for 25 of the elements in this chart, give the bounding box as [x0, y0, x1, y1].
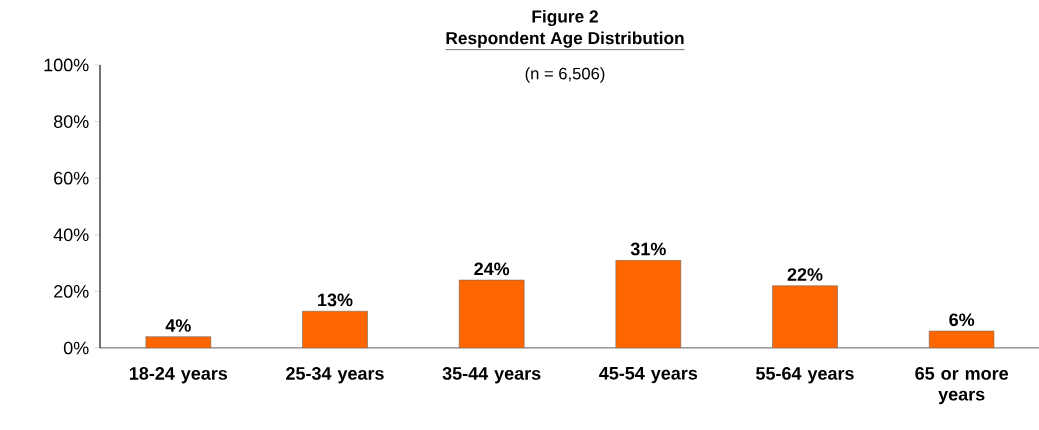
y-tick-label: 20% [54, 285, 89, 298]
data-label: 24% [474, 262, 510, 276]
annotation: (n = 6,506) [525, 67, 605, 83]
data-label: 4% [165, 319, 191, 332]
x-tick-label: 35-44 years [442, 367, 541, 384]
x-tick-label: 18-24 years [129, 367, 228, 384]
bar [302, 310, 368, 348]
y-tick-label: 80% [53, 115, 89, 128]
bar [458, 279, 525, 348]
bar [615, 259, 682, 348]
x-tick-label: 65 or more years [915, 367, 1009, 405]
y-tick-label: 100% [44, 58, 89, 72]
data-label: 22% [787, 268, 823, 281]
y-tick-label: 0% [63, 341, 89, 355]
bar [772, 285, 838, 348]
x-tick-label: 55-64 years [756, 367, 854, 384]
y-tick-label: 60% [54, 171, 89, 185]
data-label: 6% [949, 313, 975, 327]
x-tick-label: 25-34 years [286, 367, 384, 384]
chart-subtitle: Respondent Age Distribution [446, 31, 684, 48]
data-label: 13% [318, 293, 353, 307]
y-tick-label: 40% [53, 228, 89, 242]
x-tick-label: 45-54 years [599, 367, 698, 384]
data-label: 31% [630, 242, 666, 256]
chart-title: Figure 2 [532, 9, 598, 27]
